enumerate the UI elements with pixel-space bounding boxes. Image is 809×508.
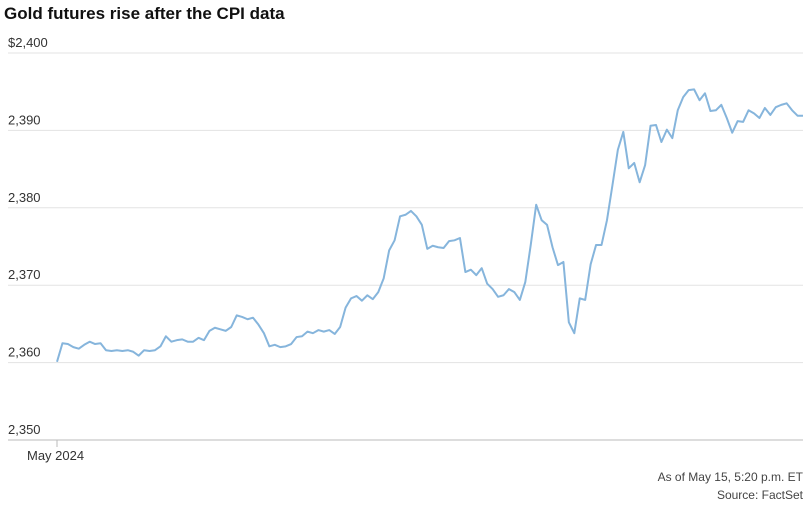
y-tick-label: 2,390 [8, 112, 41, 127]
y-tick-label: 2,370 [8, 267, 41, 282]
note: As of May 15, 5:20 p.m. ET [658, 470, 804, 484]
line-series [56, 88, 803, 363]
chart-title: Gold futures rise after the CPI data [4, 4, 285, 23]
y-tick-label: 2,380 [8, 190, 41, 205]
source: Source: FactSet [717, 488, 804, 502]
y-tick-label: 2,350 [8, 422, 41, 437]
y-tick-label: 2,360 [8, 345, 41, 360]
x-tick-label: May 2024 [27, 448, 84, 463]
y-tick-label: $2,400 [8, 35, 48, 50]
